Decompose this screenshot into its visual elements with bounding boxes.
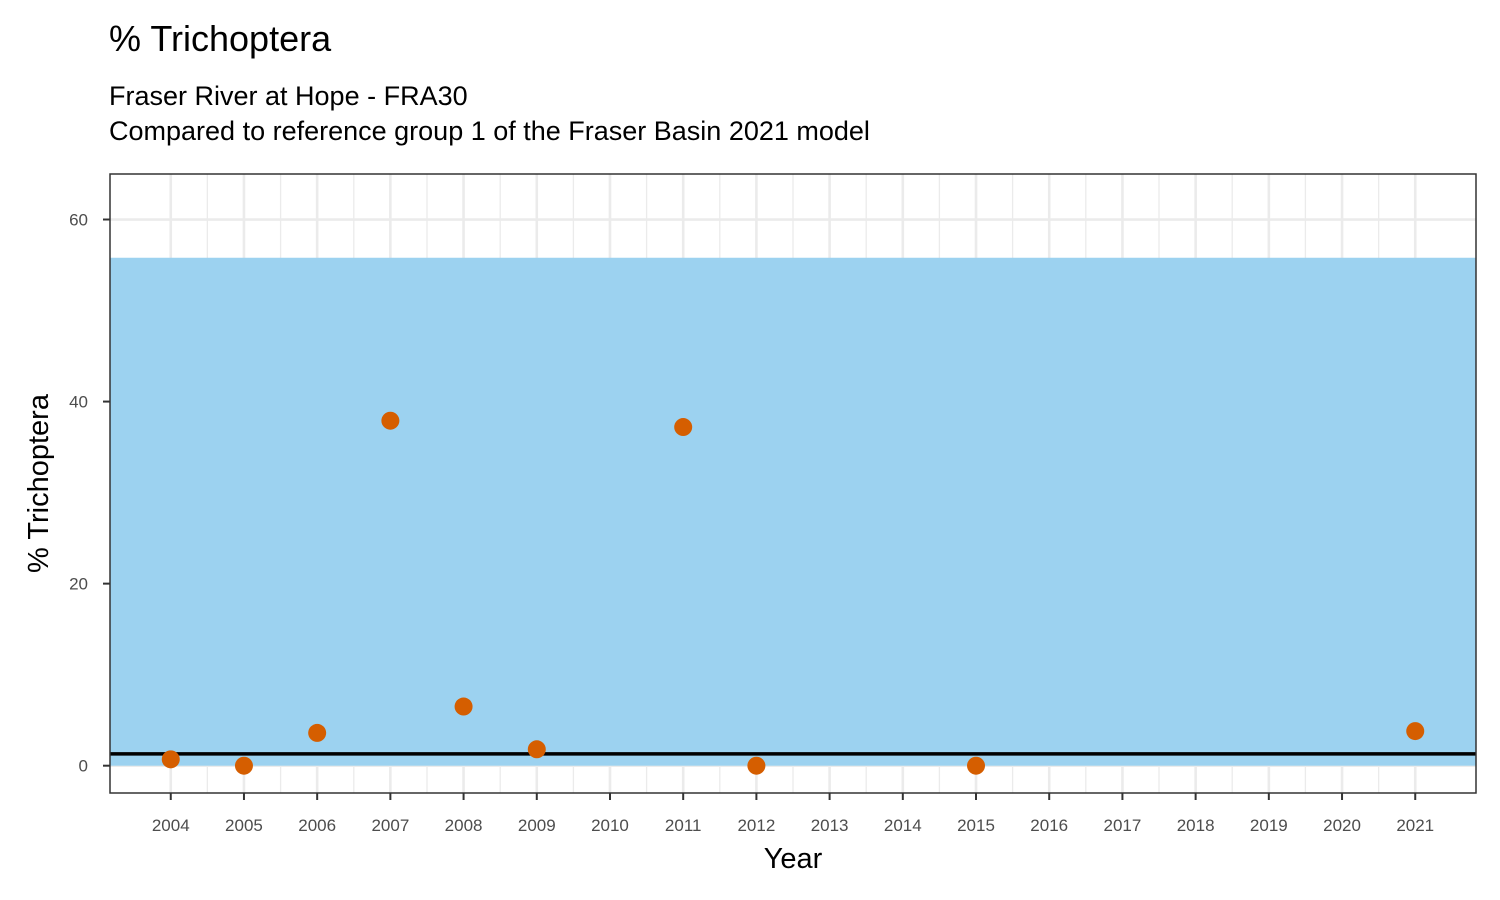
y-tick-label: 0 [79, 757, 88, 776]
reference-range-band [110, 257, 1476, 766]
x-tick-label: 2005 [225, 816, 263, 835]
data-point [527, 740, 546, 759]
data-point [454, 697, 473, 716]
chart-subtitle-site: Fraser River at Hope - FRA30 [109, 81, 468, 111]
x-tick-label: 2018 [1177, 816, 1215, 835]
x-tick-label: 2019 [1250, 816, 1288, 835]
plot-panel-border [109, 173, 1477, 794]
x-tick-label: 2017 [1104, 816, 1142, 835]
x-tick-label: 2015 [957, 816, 995, 835]
x-tick-label: 2020 [1323, 816, 1361, 835]
data-point [161, 750, 180, 769]
chart-subtitle-reference: Compared to reference group 1 of the Fra… [109, 116, 870, 146]
x-tick-label: 2012 [737, 816, 775, 835]
data-point [308, 723, 327, 742]
x-tick-label: 2016 [1030, 816, 1068, 835]
x-tick-label: 2010 [591, 816, 629, 835]
y-tick-label: 60 [69, 211, 88, 230]
data-point [967, 756, 986, 775]
x-tick-label: 2011 [665, 816, 702, 835]
data-point [674, 418, 693, 437]
x-axis: 2004 2005 2006 2007 2008 2009 2010 2011 2012 2013… [152, 793, 1434, 835]
data-point [747, 756, 766, 775]
data-point [381, 411, 400, 430]
data-point [1406, 722, 1425, 741]
x-tick-label: 2008 [445, 816, 483, 835]
x-tick-label: 2009 [518, 816, 556, 835]
x-tick-label: 2014 [884, 816, 922, 835]
chart-title: % Trichoptera [109, 18, 332, 59]
y-tick-label: 20 [69, 575, 88, 594]
y-axis-title: % Trichoptera [23, 393, 55, 573]
x-tick-label: 2006 [298, 816, 336, 835]
x-tick-label: 2004 [152, 816, 190, 835]
data-points [161, 411, 1425, 775]
y-axis: 0 20 40 60 [69, 211, 110, 776]
x-tick-label: 2021 [1396, 816, 1434, 835]
x-tick-label: 2007 [371, 816, 409, 835]
x-axis-title: Year [764, 843, 823, 875]
x-tick-label: 2013 [811, 816, 849, 835]
y-tick-label: 40 [69, 393, 88, 412]
data-point [234, 756, 253, 775]
